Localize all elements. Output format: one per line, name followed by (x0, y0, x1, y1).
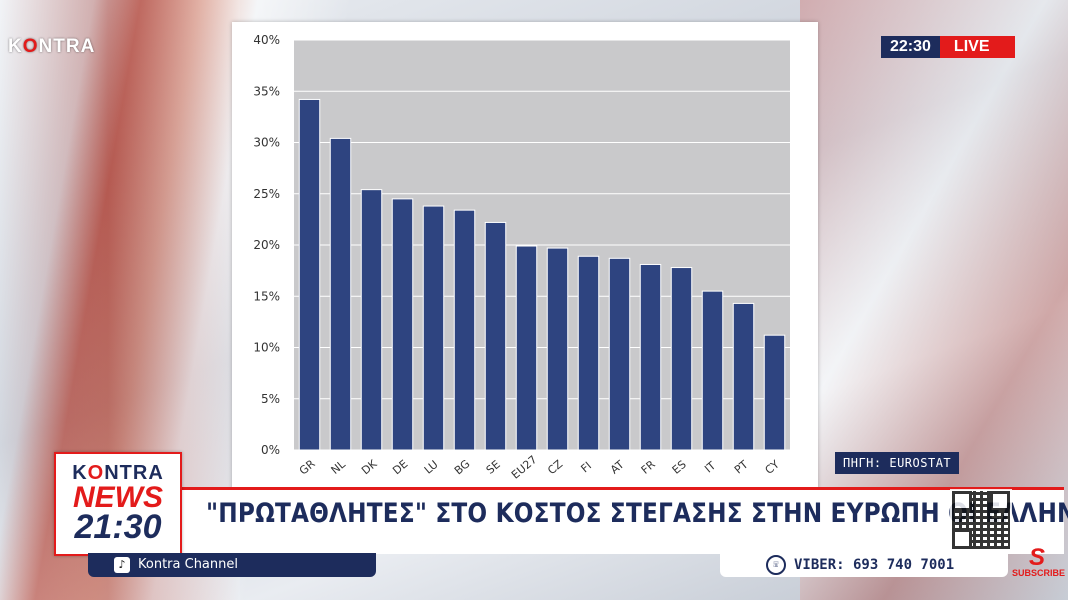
qr-code[interactable] (950, 489, 1012, 551)
x-tick-label: BG (452, 457, 473, 477)
channel-bar: ♪ Kontra Channel (88, 553, 376, 577)
x-tick-label: FI (578, 459, 594, 475)
lower-third-bar (176, 487, 1064, 554)
headline: "ΠΡΩΤΑΘΛΗΤΕΣ" ΣΤΟ ΚΟΣΤΟΣ ΣΤΕΓΑΣΗΣ ΣΤΗΝ Ε… (206, 498, 1068, 529)
bar-cz (546, 247, 569, 451)
x-tick-label: CY (763, 458, 782, 477)
y-tick-label: 0% (261, 443, 280, 457)
x-tick-label: NL (329, 457, 349, 477)
bar-lu (422, 205, 445, 451)
bar-chart: 0% 5% 10% 15% 20% 25% 30% 35% 40% GR NL DK DE LU BG SE E… (253, 33, 790, 482)
y-tick-label: 25% (253, 187, 280, 201)
x-tick-label: DK (359, 457, 380, 478)
x-tick-label: LU (422, 458, 441, 477)
x-tick-label: DE (390, 457, 410, 477)
phone-icon: ☏ (766, 555, 786, 575)
bar-eu27 (515, 245, 538, 451)
bar-fr (639, 263, 662, 451)
x-tick-label: IT (702, 459, 718, 476)
channel-label: Kontra Channel (138, 557, 238, 572)
x-tick-label: CZ (545, 457, 565, 477)
subscribe-label: SUBSCRIBE (1012, 568, 1066, 578)
clock-live-badge: 22:30 LIVE (881, 36, 1016, 58)
tiktok-icon: ♪ (114, 556, 130, 573)
x-tick-label: ES (670, 458, 689, 477)
bar-bg (453, 209, 476, 451)
x-tick-label: SE (484, 458, 503, 477)
bar-es (670, 267, 693, 451)
bar-nl (329, 137, 352, 451)
kontra-logo: KONTRA (8, 36, 96, 57)
kontra-news-logo: KONTRA NEWS 21:30 (54, 452, 182, 556)
bar-gr (298, 98, 321, 451)
broadcast-time: 22:30 (881, 36, 940, 58)
y-tick-label: 40% (253, 33, 280, 47)
x-tick-label: FR (639, 458, 658, 477)
x-tick-label: PT (732, 458, 751, 477)
viber-number: VIBER: 693 740 7001 (794, 557, 955, 573)
x-tick-label: GR (297, 457, 318, 478)
subscribe-button[interactable]: S SUBSCRIBE (1012, 544, 1066, 579)
y-tick-label: 5% (261, 392, 280, 406)
live-badge: LIVE (939, 36, 1016, 58)
bar-se (484, 221, 507, 451)
bar-de (391, 198, 414, 451)
x-tick-label: EU27 (509, 453, 540, 482)
y-tick-label: 20% (253, 238, 280, 252)
bar-fi (577, 255, 600, 451)
bar-dk (360, 189, 383, 451)
chart-panel: 0% 5% 10% 15% 20% 25% 30% 35% 40% GR NL DK DE LU BG SE E… (232, 22, 818, 490)
x-tick-label: AT (608, 458, 627, 477)
bar-pt (732, 302, 755, 451)
source-label: ΠΗΓΗ: EUROSTAT (835, 452, 960, 474)
viber-bar: ☏ VIBER: 693 740 7001 (720, 553, 1008, 577)
y-tick-label: 35% (253, 84, 280, 98)
bar-at (608, 257, 631, 451)
subscribe-icon: S (1028, 544, 1045, 571)
y-tick-label: 15% (253, 289, 280, 303)
bar-cy (763, 334, 786, 451)
y-tick-label: 10% (253, 341, 280, 355)
y-tick-label: 30% (253, 136, 280, 150)
bar-it (701, 290, 724, 451)
